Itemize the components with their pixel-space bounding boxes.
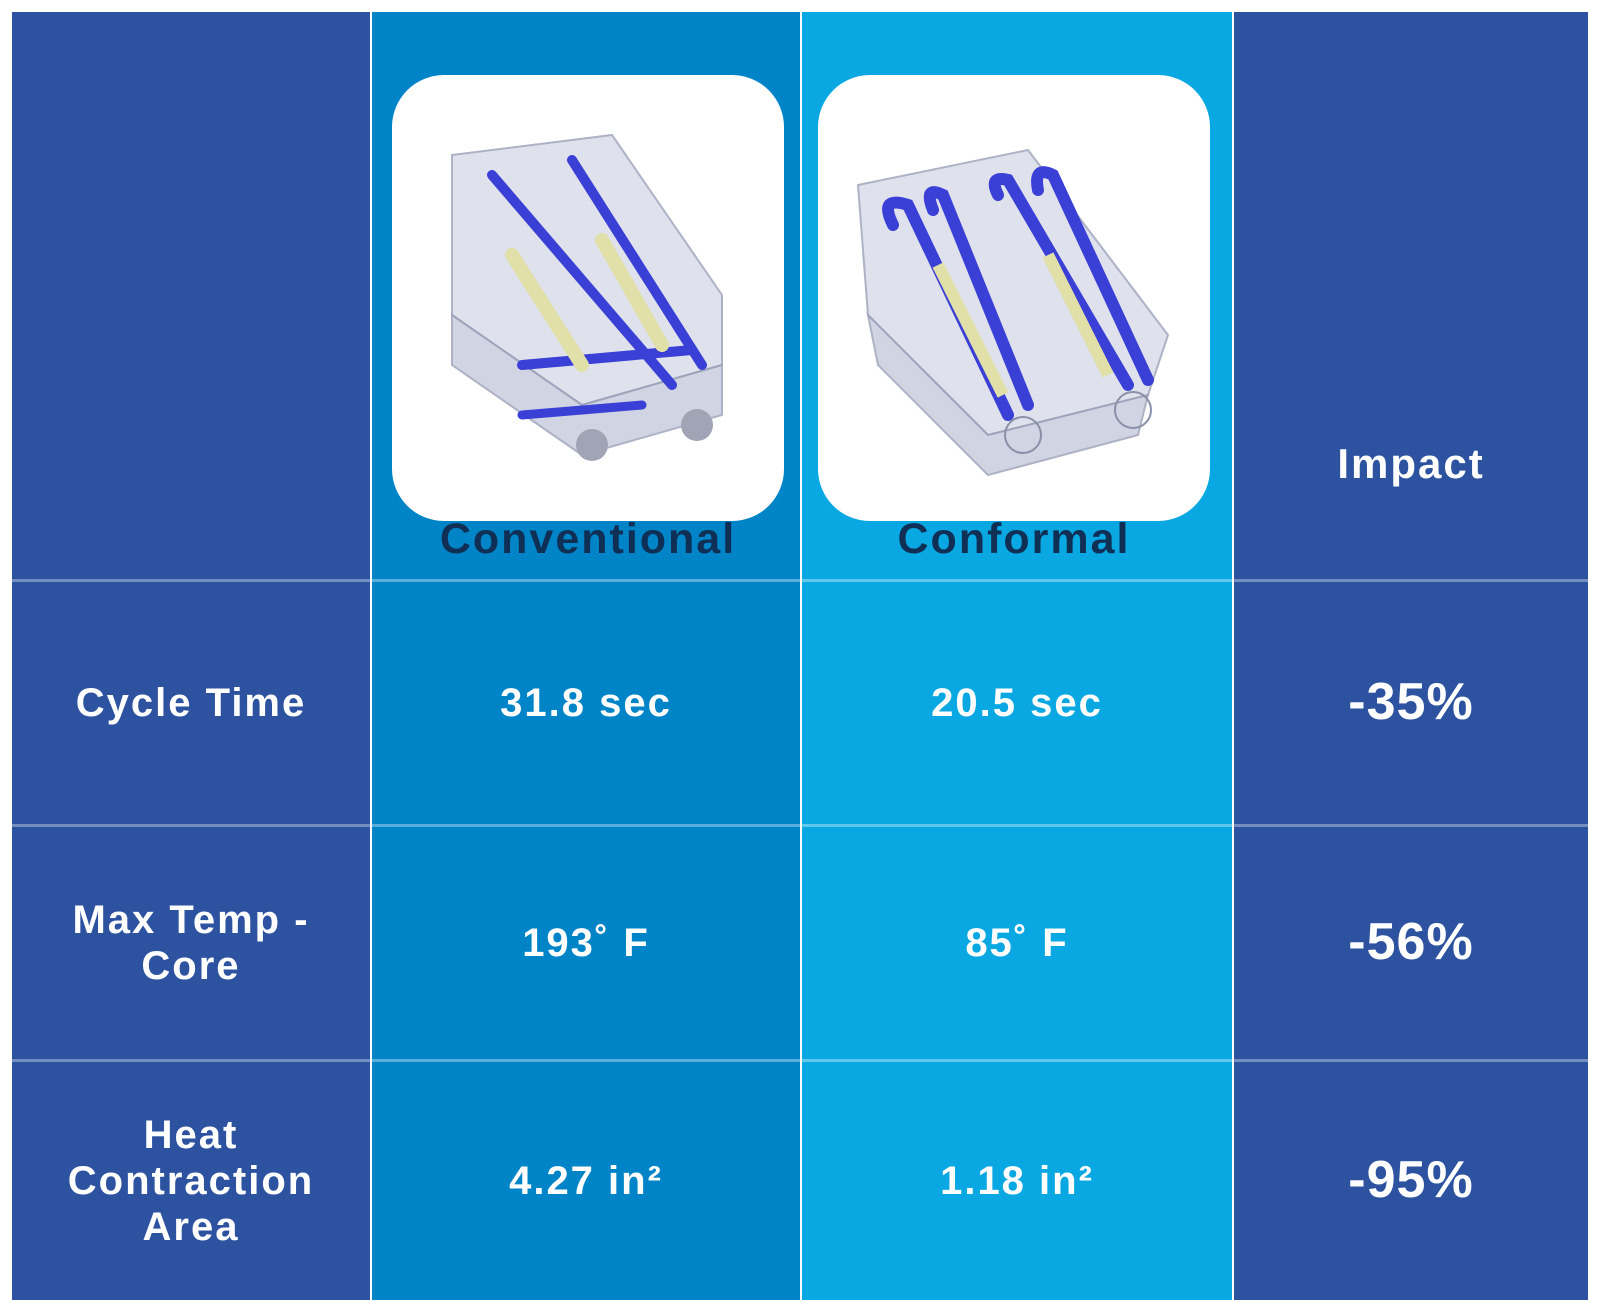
column-header: Conformal [897,515,1131,563]
mold-illustration [451,133,723,461]
row-label: Max Temp - Core [72,898,310,988]
impact-cell: -95% [1348,1151,1474,1210]
cell: 20.5 sec [931,681,1103,725]
row-label: Cycle Time [75,681,307,725]
row-label: Heat Contraction Area [67,1113,315,1249]
mold-illustration [856,148,1170,477]
cell: 85˚ F [965,921,1069,965]
row-separator [12,824,1588,827]
column-header: Conventional [439,515,737,563]
header-card: Conventional [392,75,784,563]
impact-cell: -35% [1348,673,1474,732]
row-separator [12,579,1588,582]
row-separator [12,1059,1588,1062]
cell: 193˚ F [522,921,650,965]
header-card: Conformal [818,75,1210,563]
column-bg [1234,12,1588,1300]
column-bg [12,12,370,1300]
cell: 31.8 sec [500,681,672,725]
impact-cell: -56% [1348,913,1474,972]
cell: 1.18 in² [940,1159,1094,1203]
column-header: Impact [1337,440,1485,487]
cell: 4.27 in² [509,1159,663,1203]
